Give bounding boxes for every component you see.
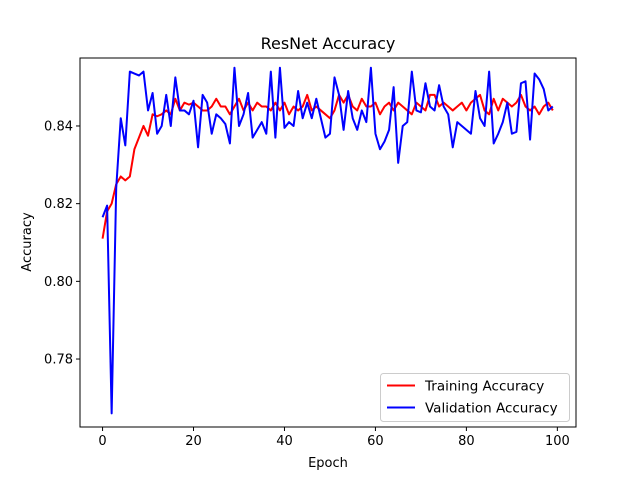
y-tick-label: 0.84 — [44, 119, 73, 134]
x-tick-label: 40 — [276, 434, 293, 449]
series-line-validation-accuracy — [101, 66, 554, 415]
x-axis-label: Epoch — [308, 456, 348, 471]
axis-layer: 0 20 40 60 80 100 0.78 0.80 0.82 0.84 — [44, 119, 570, 449]
x-tick-label: 20 — [185, 434, 202, 449]
y-tick-label: 0.82 — [44, 197, 73, 212]
legend-label-validation: Validation Accuracy — [425, 401, 558, 417]
legend-box — [380, 373, 570, 422]
x-tick-label: 80 — [458, 434, 475, 449]
legend: Training Accuracy Validation Accuracy — [380, 373, 570, 422]
series-line-training-accuracy — [101, 93, 554, 239]
x-tick-label: 0 — [98, 434, 106, 449]
y-axis-label: Accuracy — [20, 212, 35, 272]
y-tick-label: 0.80 — [44, 275, 73, 290]
x-tick-label: 60 — [367, 434, 384, 449]
plot-frame — [79, 57, 577, 428]
y-tick-label: 0.78 — [44, 353, 73, 368]
series-layer — [101, 66, 554, 415]
chart-title: ResNet Accuracy — [261, 34, 396, 53]
legend-label-training: Training Accuracy — [424, 379, 544, 395]
x-tick-label: 100 — [545, 434, 570, 449]
